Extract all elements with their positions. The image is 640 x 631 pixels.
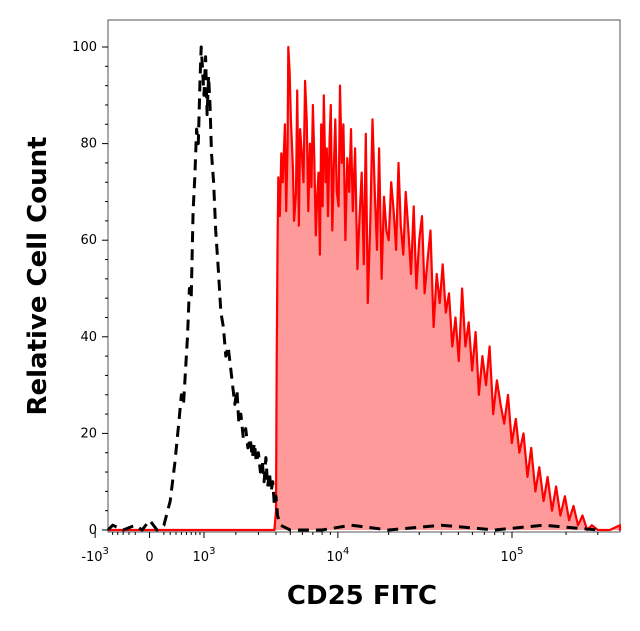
y-tick-label: 100 [72, 40, 97, 55]
series-line-dashed [106, 45, 598, 532]
x-tick-label: -103 [81, 546, 109, 565]
x-tick-label: 105 [501, 546, 524, 565]
x-tick-label: 104 [326, 546, 349, 565]
plot-frame [107, 19, 621, 533]
series-layer [106, 45, 622, 532]
x-axis-title: CD25 FITC [287, 581, 437, 611]
y-axis-title: Relative Cell Count [23, 136, 53, 415]
y-tick-label: 0 [89, 523, 97, 538]
y-tick-label: 20 [80, 426, 97, 441]
series-area-fill [108, 47, 620, 530]
y-tick-label: 60 [80, 233, 97, 248]
x-tick-label: 0 [145, 550, 153, 565]
y-tick-label: 80 [80, 137, 97, 152]
y-tick-label: 40 [80, 330, 97, 345]
series-line-red [108, 45, 622, 532]
x-tick-label: 103 [193, 546, 216, 565]
